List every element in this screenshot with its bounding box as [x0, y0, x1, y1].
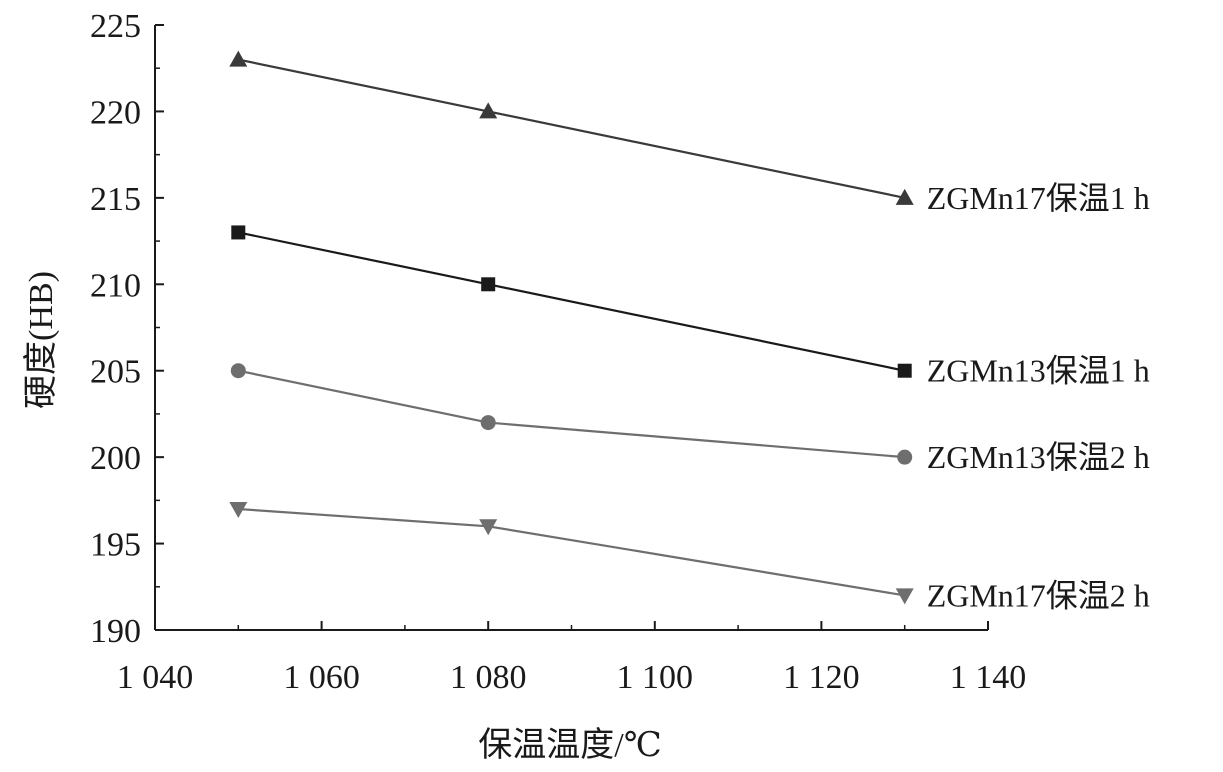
series-group: ZGMn17保温1 h ZGMn13保温1 h ZGMn13保温2 h ZGMn17保… [229, 50, 1150, 613]
y-tick-label: 215 [90, 181, 141, 218]
series-1: ZGMn17保温1 h [229, 50, 1150, 216]
series-line [238, 58, 905, 199]
series-label: ZGMn13保温1 h [927, 353, 1150, 389]
x-tick-label: 1 140 [950, 659, 1027, 696]
y-tick-label: 225 [90, 8, 141, 45]
y-tick-label: 210 [90, 267, 141, 304]
x-tick-label: 1 120 [783, 659, 860, 696]
series-3: ZGMn13保温2 h [230, 363, 1150, 475]
y-tick-label: 205 [90, 354, 141, 391]
data-point [481, 277, 496, 292]
data-point [479, 102, 498, 119]
series-line [238, 369, 905, 459]
series-label: ZGMn17保温1 h [927, 180, 1150, 216]
data-point [230, 363, 246, 379]
y-tick-label: 190 [90, 613, 141, 650]
tick-group: 190 195 200 205 210 215 220 225 1 040 1 060 1 080 1… [90, 8, 1026, 696]
y-tick-label: 200 [90, 440, 141, 477]
data-point [480, 415, 496, 431]
data-point [229, 50, 248, 67]
x-tick-label: 1 100 [617, 659, 694, 696]
data-point [895, 188, 914, 205]
data-point [897, 449, 913, 465]
y-axis-title: 硬度(HB) [22, 271, 60, 409]
data-point [231, 225, 246, 240]
series-4: ZGMn17保温2 h [229, 502, 1150, 613]
data-point [895, 588, 914, 605]
series-line [238, 231, 905, 372]
y-tick-label: 220 [90, 94, 141, 131]
series-2: ZGMn13保温1 h [231, 225, 1150, 389]
data-point [479, 519, 498, 536]
x-tick-label: 1 060 [283, 659, 360, 696]
x-tick-label: 1 080 [450, 659, 527, 696]
data-point [897, 363, 912, 378]
series-label: ZGMn17保温2 h [927, 577, 1150, 613]
x-axis-title: 保温温度/℃ [478, 726, 661, 764]
data-point [229, 502, 248, 518]
series-line [238, 507, 905, 597]
x-tick-label: 1 040 [117, 659, 194, 696]
series-label: ZGMn13保温2 h [927, 439, 1150, 475]
y-tick-label: 195 [90, 527, 141, 564]
